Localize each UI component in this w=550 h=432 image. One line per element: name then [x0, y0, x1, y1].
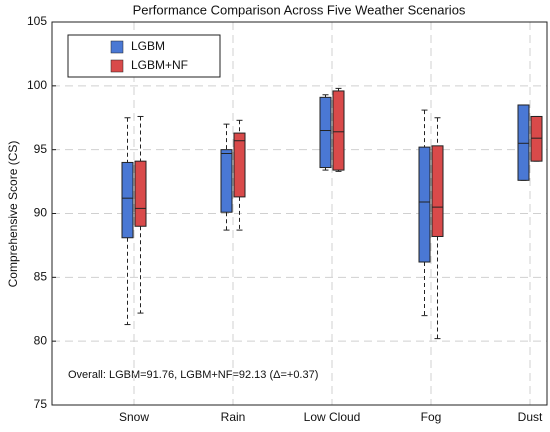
legend-label: LGBM: [131, 39, 165, 53]
chart-title: Performance Comparison Across Five Weath…: [133, 2, 466, 17]
box: [431, 145, 444, 237]
x-tick-label: Dust: [518, 410, 543, 424]
box: [530, 115, 543, 162]
y-axis-label: Comprehensive Score (CS): [6, 141, 20, 288]
x-tick-label: Low Cloud: [304, 410, 361, 424]
y-tick-label: 105: [27, 14, 47, 28]
y-tick-label: 75: [34, 397, 48, 411]
y-tick-label: 85: [34, 270, 48, 284]
box: [134, 160, 147, 227]
box: [319, 96, 332, 169]
annotation: Overall: LGBM=91.76, LGBM+NF=92.13 (Δ=+0…: [68, 369, 318, 381]
plot-frame: [51, 21, 548, 406]
box: [121, 161, 134, 239]
x-tick-label: Fog: [421, 410, 442, 424]
box: [418, 146, 431, 263]
x-tick-label: Rain: [221, 410, 246, 424]
box: [332, 90, 345, 171]
legend-box: [67, 34, 221, 78]
box: [233, 132, 246, 198]
legend-swatch: [110, 40, 124, 54]
y-tick-label: 90: [34, 206, 48, 220]
y-tick-label: 80: [34, 333, 48, 347]
legend-swatch: [110, 59, 124, 73]
y-tick-label: 100: [27, 78, 47, 92]
x-tick-label: Snow: [119, 410, 149, 424]
y-tick-label: 95: [34, 142, 48, 156]
box: [517, 104, 530, 181]
legend-label: LGBM+NF: [131, 58, 188, 72]
box: [220, 149, 233, 213]
